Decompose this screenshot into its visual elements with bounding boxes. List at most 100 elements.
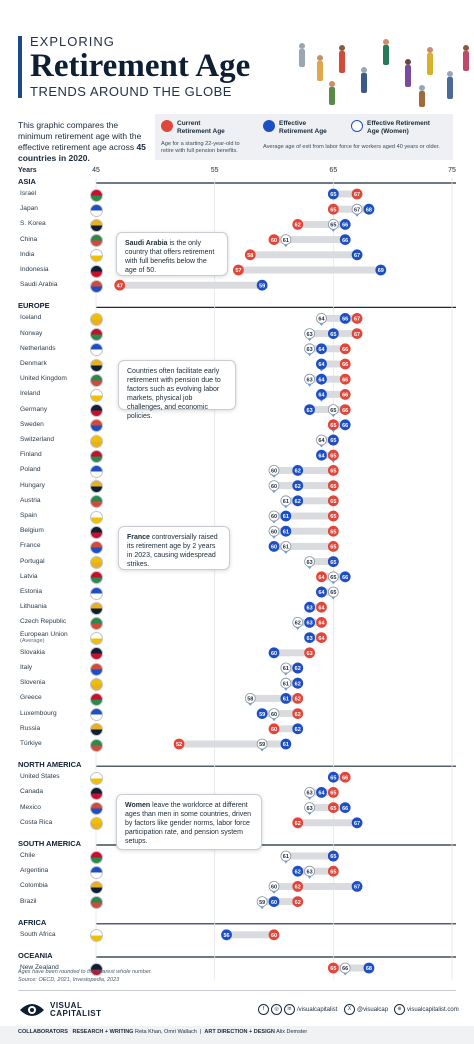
current-point-ireland [339, 388, 351, 400]
flag-new-zealand-icon [90, 962, 103, 976]
collaborators-label: COLLABORATORS [18, 1029, 68, 1035]
current-label-japan: 65 [330, 207, 336, 213]
effective-label-hungary: 62 [295, 484, 301, 490]
country-label-south-africa: South Africa [20, 931, 56, 938]
flag-lithuania-icon [90, 601, 103, 615]
women-marker-slovenia [283, 688, 288, 691]
annotation-saudi: Saudi Arabia is the only country that of… [116, 232, 228, 276]
women-label-latvia: 65 [330, 575, 336, 581]
country-name-slovakia: Slovakia [20, 648, 45, 656]
women-label-greece: 58 [247, 697, 253, 703]
legend-women-line1: Effective Retirement [367, 120, 430, 127]
country-label-canada: Canada [20, 788, 43, 795]
flag-switzerland-icon [90, 434, 103, 448]
country-name-south-africa: South Africa [20, 930, 56, 938]
country-name-india: India [20, 250, 35, 258]
country-label-mexico: Mexico [20, 804, 41, 811]
current-point-hungary [327, 480, 339, 492]
women-label-united-kingdom: 63 [307, 377, 313, 383]
women-marker-spain [272, 521, 276, 524]
current-point-united-kingdom [339, 373, 351, 385]
women-marker-france [283, 551, 288, 554]
footnote-line1: Ages have been rounded to the nearest wh… [18, 969, 153, 975]
current-label-t-rkiye: 52 [176, 742, 182, 748]
effective-point-poland [292, 464, 304, 476]
current-label-brazil: 62 [295, 900, 301, 906]
flag-slovakia-icon [90, 647, 103, 661]
effective-label-new-zealand: 68 [366, 966, 372, 972]
women-label-portugal: 63 [307, 560, 313, 566]
women-marker-united-kingdom [307, 384, 312, 387]
women-marker-canada [307, 797, 312, 800]
current-label-greece: 62 [295, 697, 301, 703]
country-label-belgium: Belgium [20, 527, 44, 534]
country-label-slovakia: Slovakia [20, 649, 45, 656]
effective-label-netherlands: 64 [318, 347, 325, 353]
women-marker-latvia [331, 581, 336, 585]
effective-point-colombia [351, 881, 363, 892]
women-marker-t-rkiye [260, 749, 265, 752]
effective-label-austria: 62 [295, 499, 301, 505]
range-bar-south-africa [226, 931, 274, 939]
current-label-ireland: 66 [342, 393, 348, 399]
region-label-south-america: SOUTH AMERICA [18, 839, 82, 848]
social-facebook[interactable]: f ◎ in/visualcapitalist [258, 1004, 337, 1015]
women-marker-estonia [331, 597, 336, 600]
flag-italy-icon [90, 662, 103, 676]
women-label-poland: 60 [271, 469, 277, 475]
current-point-israel [351, 188, 363, 200]
flag-china-icon [90, 234, 103, 248]
country-name-greece: Greece [20, 694, 42, 702]
current-label-russia: 60 [271, 727, 277, 733]
effective-label-finland: 64 [318, 453, 325, 459]
current-point-japan [327, 203, 339, 215]
linkedin-icon: in [284, 1004, 295, 1015]
effective-point-israel [327, 188, 339, 200]
social-website[interactable]: ⊕ visualcapitalist.com [394, 1004, 459, 1015]
range-bar-portugal [309, 558, 334, 566]
country-sub-european-union: (Average) [20, 637, 45, 644]
current-point-t-rkiye [173, 738, 185, 750]
page-title: Retirement Age [30, 48, 251, 84]
legend: Current Retirement Age Age for a starting… [155, 114, 453, 160]
effective-label-russia: 62 [295, 727, 301, 733]
country-label-switzerland: Switzerland [20, 436, 54, 443]
current-point-austria [327, 495, 339, 507]
women-label-belgium: 60 [271, 529, 277, 535]
annotation-saudi-text: is the only country that offers retireme… [125, 240, 215, 274]
annotation-france-bold: France [127, 534, 150, 541]
range-bar-mexico [309, 804, 346, 812]
legend-women-line2: Age (Women) [367, 128, 409, 135]
effective-label-denmark: 64 [318, 362, 325, 368]
x-tick-65: 65 [329, 167, 338, 174]
effective-label-united-states: 65 [330, 775, 336, 781]
legend-effective-note: Average age of exit from labor force for… [263, 144, 440, 150]
women-marker-argentina [307, 876, 312, 879]
range-bar-luxembourg [262, 710, 298, 718]
effective-label-indonesia: 69 [378, 268, 384, 274]
effective-point-slovenia [292, 677, 304, 689]
current-point-belgium [327, 525, 339, 537]
current-point-new-zealand [327, 962, 339, 974]
country-label-denmark: Denmark [20, 360, 47, 367]
current-label-india: 58 [247, 253, 253, 259]
current-point-european-union [316, 632, 327, 643]
women-marker-norway [307, 338, 312, 342]
country-label-saudi-arabia: Saudi Arabia [20, 281, 57, 288]
women-label-iceland: 64 [318, 317, 325, 323]
title-accent-bar [18, 36, 22, 98]
flag-netherlands-icon [90, 343, 103, 357]
country-name-t-rkiye: Türkiye [20, 740, 42, 747]
current-label-saudi-arabia: 47 [117, 283, 123, 289]
women-label-chile: 61 [283, 854, 289, 860]
effective-label-latvia: 66 [342, 575, 348, 581]
social-x[interactable]: X @visualcap [344, 1004, 388, 1015]
country-name-china: China [20, 235, 38, 243]
globe-icon: ⊕ [394, 1004, 405, 1015]
women-marker-portugal [307, 566, 312, 570]
range-bar-t-rkiye [179, 740, 286, 748]
flag-united-kingdom-icon [90, 373, 103, 387]
current-label-poland: 65 [330, 469, 336, 475]
flag-poland-icon [90, 464, 103, 478]
